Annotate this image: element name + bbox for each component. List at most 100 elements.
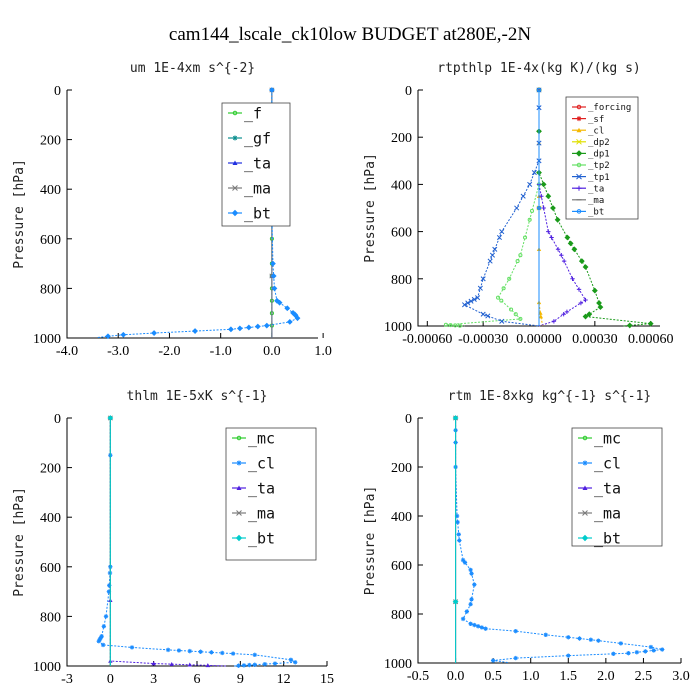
data-point bbox=[541, 205, 546, 211]
series-line-ta bbox=[109, 418, 226, 667]
data-point bbox=[588, 637, 594, 642]
figure-title: cam144_lscale_ck10low BUDGET at280E,-2N bbox=[169, 24, 531, 45]
data-point bbox=[236, 663, 241, 668]
data-point bbox=[554, 216, 561, 223]
data-point bbox=[489, 252, 496, 258]
data-point bbox=[514, 205, 520, 211]
data-point bbox=[477, 285, 483, 291]
data-point bbox=[490, 658, 496, 663]
data-point bbox=[286, 318, 293, 325]
data-point bbox=[270, 260, 276, 267]
data-point bbox=[456, 532, 461, 537]
legend-marker bbox=[232, 135, 238, 141]
data-point bbox=[492, 246, 498, 252]
data-point bbox=[564, 309, 570, 315]
y-tick-label: 200 bbox=[391, 461, 412, 476]
data-point bbox=[499, 318, 505, 324]
data-point bbox=[468, 567, 473, 573]
legend-marker bbox=[235, 534, 243, 542]
data-point bbox=[107, 583, 112, 588]
data-point bbox=[626, 651, 631, 656]
data-point bbox=[570, 276, 575, 281]
data-point bbox=[464, 609, 470, 614]
data-point bbox=[499, 229, 505, 235]
series-line-tp1 bbox=[463, 90, 540, 327]
legend-box bbox=[571, 427, 663, 547]
legend-label: _sf bbox=[588, 115, 604, 125]
data-point bbox=[443, 322, 448, 327]
data-point bbox=[648, 644, 654, 650]
y-tick-label: 600 bbox=[40, 233, 61, 248]
data-point bbox=[582, 313, 589, 320]
data-point bbox=[276, 299, 283, 306]
panel-title: um 1E-4xm s^{-2} bbox=[130, 61, 255, 76]
x-tick-label: 1.5 bbox=[560, 669, 578, 684]
data-point bbox=[454, 513, 460, 519]
data-point bbox=[268, 87, 275, 93]
data-point bbox=[647, 320, 654, 327]
x-tick-label: 1.0 bbox=[314, 344, 332, 359]
data-point bbox=[480, 311, 486, 317]
data-point bbox=[241, 663, 247, 668]
legend-label: _bt bbox=[244, 204, 271, 222]
y-tick-label: 800 bbox=[391, 273, 412, 288]
data-point bbox=[515, 259, 520, 264]
data-point bbox=[597, 304, 604, 311]
y-tick-label: 600 bbox=[391, 226, 412, 241]
data-point bbox=[252, 652, 257, 658]
legend-marker bbox=[232, 160, 238, 165]
data-point bbox=[480, 276, 486, 282]
data-point bbox=[103, 614, 109, 619]
chart-panel-2: rtpthlp 1E-4x(kg K)/(kg s) Pressure [hPa]… bbox=[363, 61, 673, 347]
legend-marker bbox=[232, 110, 238, 116]
data-point bbox=[465, 300, 471, 306]
data-point bbox=[527, 217, 532, 222]
legend-label: _mc bbox=[248, 429, 275, 447]
data-point bbox=[272, 661, 278, 666]
data-point bbox=[487, 258, 493, 264]
data-point bbox=[475, 624, 481, 629]
legend-label: _dp2 bbox=[588, 138, 610, 148]
data-point bbox=[105, 333, 111, 340]
data-point bbox=[634, 650, 640, 655]
legend-label: _bt bbox=[248, 529, 275, 547]
y-tick-label: 800 bbox=[40, 610, 61, 625]
data-point bbox=[577, 636, 582, 641]
data-point bbox=[461, 302, 468, 308]
legend-marker bbox=[576, 162, 582, 168]
data-point bbox=[567, 240, 574, 247]
data-point bbox=[522, 235, 528, 240]
legend-marker bbox=[582, 510, 588, 516]
data-point bbox=[509, 307, 514, 312]
data-point bbox=[591, 287, 598, 294]
data-point bbox=[96, 639, 101, 644]
data-point bbox=[288, 657, 294, 662]
data-point bbox=[496, 234, 502, 241]
data-point bbox=[566, 635, 571, 640]
data-point bbox=[513, 312, 518, 317]
data-point bbox=[539, 194, 544, 199]
data-point bbox=[507, 276, 512, 281]
data-point bbox=[611, 651, 616, 657]
y-tick-label: 0 bbox=[54, 84, 61, 99]
x-tick-label: 3.0 bbox=[672, 669, 690, 684]
legend-label: _dp1 bbox=[588, 150, 610, 160]
data-point bbox=[471, 296, 477, 303]
data-point bbox=[245, 324, 252, 331]
data-point bbox=[107, 415, 114, 421]
data-point bbox=[151, 661, 156, 666]
x-tick-label: -0.5 bbox=[407, 669, 429, 684]
legend-label: _tp1 bbox=[588, 173, 610, 183]
data-point bbox=[513, 628, 518, 634]
data-point bbox=[520, 193, 526, 199]
data-point bbox=[483, 626, 488, 631]
data-point bbox=[209, 650, 214, 655]
data-point bbox=[468, 621, 473, 626]
x-tick-label: 0.0 bbox=[447, 669, 465, 684]
data-point bbox=[263, 322, 270, 329]
x-tick-label: 0.5 bbox=[484, 669, 502, 684]
data-point bbox=[660, 647, 665, 652]
data-point bbox=[518, 253, 523, 258]
data-point bbox=[538, 314, 544, 319]
data-point bbox=[529, 208, 535, 213]
